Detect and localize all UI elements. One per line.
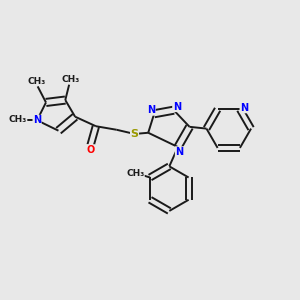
Text: N: N xyxy=(176,147,184,157)
Text: O: O xyxy=(86,145,95,155)
Text: N: N xyxy=(33,115,41,125)
Text: CH₃: CH₃ xyxy=(9,115,27,124)
Text: N: N xyxy=(147,105,155,115)
Text: N: N xyxy=(240,103,248,113)
Text: CH₃: CH₃ xyxy=(28,76,46,85)
Text: CH₃: CH₃ xyxy=(126,169,144,178)
Text: CH₃: CH₃ xyxy=(61,75,80,84)
Text: S: S xyxy=(130,129,139,139)
Text: N: N xyxy=(173,102,181,112)
